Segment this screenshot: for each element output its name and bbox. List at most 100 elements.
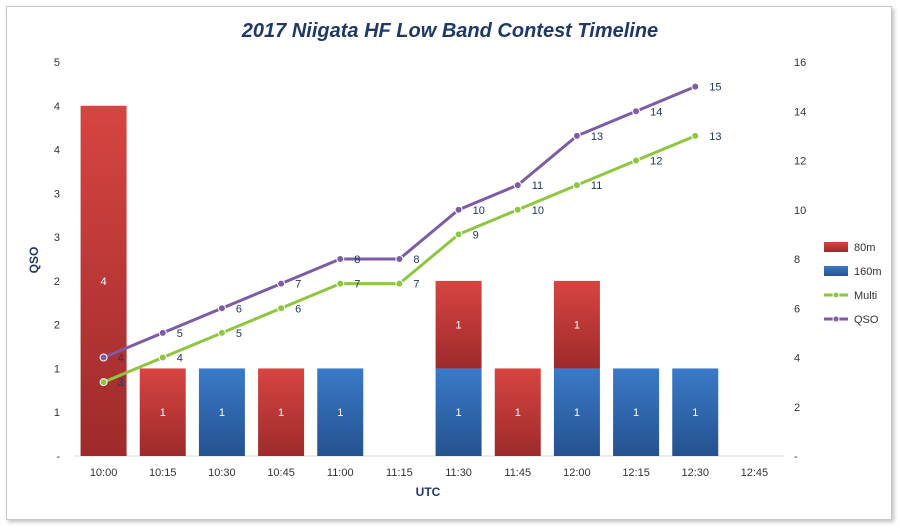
right-tick-label: 4 [794, 353, 800, 365]
left-tick-label: 5 [54, 57, 60, 69]
x-tick-label: 12:45 [741, 467, 769, 479]
x-tick-label: 10:15 [149, 467, 177, 479]
bar-label-80m: 4 [101, 276, 107, 288]
point-label-qso: 7 [295, 279, 301, 291]
point-label-qso: 6 [236, 303, 242, 315]
chart-title: 2017 Niigata HF Low Band Contest Timelin… [241, 20, 659, 42]
legend-marker-qso [832, 315, 840, 323]
x-tick-label: 11:00 [327, 467, 354, 479]
bar-80m [80, 105, 127, 457]
point-multi [158, 353, 167, 362]
point-multi [336, 279, 345, 288]
point-multi [99, 378, 108, 387]
line-qso [103, 85, 696, 359]
point-label-qso: 8 [354, 254, 360, 266]
point-multi [454, 230, 463, 239]
bar-160m [317, 368, 364, 456]
point-qso [513, 181, 522, 190]
bar-80m [435, 280, 482, 369]
left-tick-label: - [56, 451, 60, 463]
left-tick-label: 1 [54, 407, 60, 419]
x-tick-label: 12:15 [622, 467, 650, 479]
point-qso [277, 279, 286, 288]
bar-label-80m: 1 [515, 407, 521, 419]
right-tick-label: - [794, 451, 798, 463]
point-multi [632, 156, 641, 165]
right-tick-label: 6 [794, 303, 800, 315]
bar-160m [613, 368, 660, 456]
point-label-multi: 6 [295, 303, 301, 315]
bar-label-160m: 1 [692, 407, 698, 419]
bar-label-160m: 1 [219, 407, 225, 419]
point-label-qso: 10 [473, 205, 485, 217]
bar-label-160m: 1 [574, 407, 580, 419]
bar-160m [672, 368, 719, 456]
legend-label: 80m [854, 242, 875, 254]
point-qso [158, 328, 167, 337]
legend-label: Multi [854, 290, 877, 302]
bar-80m [258, 368, 305, 456]
point-multi [513, 205, 522, 214]
bar-label-80m: 1 [456, 320, 462, 332]
point-label-qso: 14 [650, 106, 662, 118]
legend-marker-multi [832, 291, 840, 299]
bar-160m [553, 368, 600, 456]
point-qso [395, 255, 404, 263]
point-label-multi: 3 [118, 377, 124, 389]
bar-80m [139, 368, 186, 456]
x-tick-label: 10:00 [90, 467, 118, 479]
point-multi [217, 328, 226, 337]
point-qso [217, 304, 226, 313]
bar-160m [198, 368, 245, 456]
legend-swatch-80m [824, 242, 848, 252]
point-multi [395, 279, 404, 288]
point-label-multi: 7 [354, 279, 360, 291]
point-label-multi: 7 [413, 279, 419, 291]
left-tick-label: 2 [54, 320, 60, 332]
left-tick-label: 3 [54, 232, 60, 244]
bar-label-80m: 1 [160, 407, 166, 419]
left-tick-label: 3 [54, 188, 60, 200]
point-label-multi: 4 [177, 353, 183, 365]
bar-label-160m: 1 [456, 407, 462, 419]
point-qso [454, 205, 463, 214]
bar-80m [494, 368, 541, 456]
point-label-multi: 13 [709, 131, 721, 143]
bar-160m [435, 368, 482, 456]
bar-label-80m: 1 [574, 320, 580, 332]
point-label-multi: 12 [650, 156, 662, 168]
point-label-multi: 11 [591, 180, 602, 192]
point-label-multi: 5 [236, 328, 242, 340]
left-tick-label: 4 [54, 145, 60, 157]
right-tick-label: 2 [794, 402, 800, 414]
left-tick-label: 4 [54, 101, 60, 113]
point-label-qso: 8 [413, 254, 419, 266]
point-multi [277, 304, 286, 313]
x-tick-label: 11:45 [504, 467, 531, 479]
x-tick-label: 11:30 [445, 467, 472, 479]
point-qso [336, 255, 345, 263]
point-label-qso: 5 [177, 328, 183, 340]
legend-swatch-160m [824, 266, 848, 276]
point-multi [691, 131, 700, 140]
point-label-qso: 4 [118, 353, 124, 365]
x-tick-label: 10:30 [208, 467, 236, 479]
point-label-qso: 15 [709, 82, 721, 94]
point-qso [572, 131, 581, 140]
left-tick-label: 1 [54, 363, 60, 375]
right-tick-label: 8 [794, 254, 800, 266]
x-tick-label: 12:30 [681, 467, 709, 479]
left-tick-label: 2 [54, 276, 60, 288]
bar-label-160m: 1 [633, 407, 639, 419]
point-label-qso: 11 [532, 180, 543, 192]
bar-80m [553, 280, 600, 369]
point-qso [99, 353, 108, 362]
right-tick-label: 10 [794, 205, 806, 217]
right-tick-label: 14 [794, 106, 806, 118]
point-label-qso: 13 [591, 131, 603, 143]
right-tick-label: 16 [794, 57, 806, 69]
point-label-multi: 9 [473, 229, 479, 241]
x-tick-label: 10:45 [267, 467, 295, 479]
x-axis-title: UTC [416, 485, 441, 499]
